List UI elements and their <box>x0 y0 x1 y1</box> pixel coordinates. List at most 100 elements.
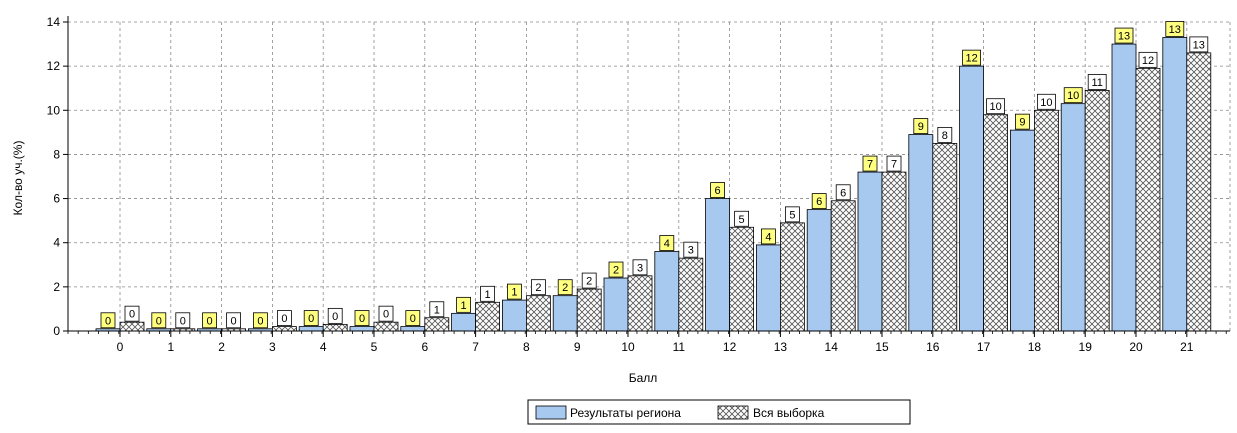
value-label: 0 <box>332 311 338 323</box>
value-label: 2 <box>586 276 592 288</box>
x-tick-label: 9 <box>574 340 581 354</box>
x-tick-label: 6 <box>421 340 428 354</box>
bar-all-sample <box>526 296 550 331</box>
value-label: 0 <box>281 313 287 325</box>
value-label: 0 <box>129 309 135 321</box>
x-tick-label: 8 <box>523 340 530 354</box>
x-tick-label: 21 <box>1180 340 1194 354</box>
legend-swatch-region <box>536 406 566 419</box>
y-tick-label: 14 <box>47 15 61 29</box>
value-label: 10 <box>989 101 1001 113</box>
value-label: 3 <box>637 262 643 274</box>
legend-swatch-all-sample <box>718 406 748 419</box>
x-axis-title: Балл <box>629 371 658 385</box>
bar-region <box>655 252 679 331</box>
y-tick-label: 6 <box>53 192 60 206</box>
value-label: 0 <box>410 313 416 325</box>
value-label: 0 <box>207 315 213 327</box>
bars <box>96 37 1211 331</box>
bar-all-sample <box>425 318 449 331</box>
bar-region <box>553 296 577 331</box>
bar-region <box>706 199 730 331</box>
bar-all-sample <box>984 115 1008 331</box>
value-label: 3 <box>688 245 694 257</box>
bar-region <box>401 327 425 331</box>
bar-all-sample <box>1187 53 1211 331</box>
x-tick-label: 14 <box>825 340 839 354</box>
y-tick-label: 10 <box>47 103 61 117</box>
value-label: 0 <box>257 315 263 327</box>
y-tick-label: 4 <box>53 236 60 250</box>
y-tick-label: 12 <box>47 59 61 73</box>
value-label: 0 <box>308 313 314 325</box>
y-tick-label: 2 <box>53 280 60 294</box>
bar-region <box>1112 44 1136 331</box>
value-label: 11 <box>1091 77 1102 89</box>
bar-region <box>807 210 831 331</box>
x-tick-label: 10 <box>621 340 635 354</box>
bar-all-sample <box>1085 90 1109 331</box>
value-label: 1 <box>485 289 491 301</box>
bar-all-sample <box>323 324 347 331</box>
value-label: 0 <box>105 315 111 327</box>
x-tick-label: 17 <box>977 340 991 354</box>
x-tick-label: 3 <box>269 340 276 354</box>
bar-all-sample <box>577 289 601 331</box>
bar-all-sample <box>679 258 703 331</box>
value-label: 6 <box>840 187 846 199</box>
value-label: 13 <box>1193 39 1205 51</box>
value-label: 0 <box>359 313 365 325</box>
bar-all-sample <box>933 143 957 331</box>
value-label: 10 <box>1040 97 1052 109</box>
x-tick-label: 18 <box>1028 340 1042 354</box>
x-tick-label: 13 <box>774 340 788 354</box>
bar-region <box>1163 37 1187 331</box>
legend-label-all-sample: Вся выборка <box>753 406 825 420</box>
bar-region <box>1061 104 1085 331</box>
value-label: 0 <box>383 309 389 321</box>
value-label: 2 <box>613 265 619 277</box>
value-label: 13 <box>1118 31 1130 43</box>
value-label: 4 <box>765 231 771 243</box>
x-tick-label: 7 <box>472 340 479 354</box>
bar-all-sample <box>780 223 804 331</box>
value-label: 9 <box>918 121 924 133</box>
bar-all-sample <box>374 322 398 331</box>
value-label: 5 <box>739 214 745 226</box>
value-label: 10 <box>1067 90 1079 102</box>
value-label: 9 <box>1019 117 1025 129</box>
value-label: 0 <box>180 315 186 327</box>
bar-all-sample <box>272 327 296 331</box>
value-label: 8 <box>942 130 948 142</box>
x-tick-label: 19 <box>1079 340 1093 354</box>
value-label: 0 <box>156 315 162 327</box>
value-label: 13 <box>1169 24 1181 36</box>
value-label: 1 <box>434 304 440 316</box>
bar-all-sample <box>628 276 652 331</box>
x-tick-label: 20 <box>1129 340 1143 354</box>
value-label: 1 <box>461 300 467 312</box>
bar-region <box>756 245 780 331</box>
bar-region <box>858 172 882 331</box>
x-tick-label: 12 <box>723 340 737 354</box>
bar-region <box>1010 130 1034 331</box>
x-tick-label: 2 <box>218 340 225 354</box>
bar-region <box>604 278 628 331</box>
x-tick-label: 16 <box>926 340 940 354</box>
value-label: 7 <box>867 159 873 171</box>
value-label: 5 <box>789 209 795 221</box>
value-label: 6 <box>816 196 822 208</box>
value-label: 12 <box>965 53 977 65</box>
x-tick-label: 15 <box>875 340 889 354</box>
value-label: 2 <box>562 282 568 294</box>
value-label: 4 <box>664 238 670 250</box>
bar-region <box>350 327 374 331</box>
value-label: 1 <box>511 287 517 299</box>
bar-all-sample <box>476 302 500 331</box>
bar-all-sample <box>882 172 906 331</box>
x-tick-label: 5 <box>371 340 378 354</box>
legend-label-region: Результаты региона <box>570 406 681 420</box>
x-tick-label: 0 <box>117 340 124 354</box>
